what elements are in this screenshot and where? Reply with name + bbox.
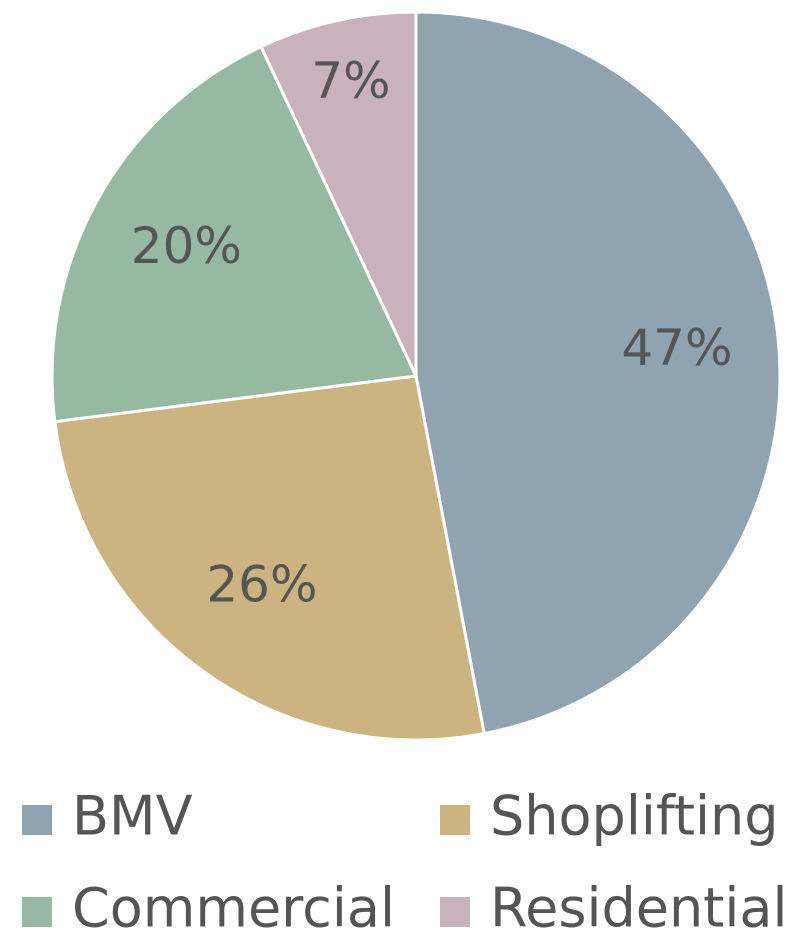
data-label: 20% (131, 217, 242, 275)
data-label: 7% (311, 52, 390, 110)
pie-slice (259, 10, 418, 377)
legend-swatch (22, 805, 52, 835)
pie-slice (50, 44, 419, 424)
legend-label: Commercial (72, 877, 395, 940)
legend-swatch (440, 897, 470, 927)
legend-swatch (22, 897, 52, 927)
data-label: 47% (621, 319, 732, 377)
pie-slice (53, 374, 486, 742)
legend-label: BMV (72, 785, 193, 848)
data-label: 26% (206, 556, 317, 614)
legend-swatch (440, 805, 470, 835)
legend-label: Residential (490, 877, 787, 940)
pie-slice (414, 10, 782, 736)
legend-label: Shoplifting (490, 785, 779, 848)
